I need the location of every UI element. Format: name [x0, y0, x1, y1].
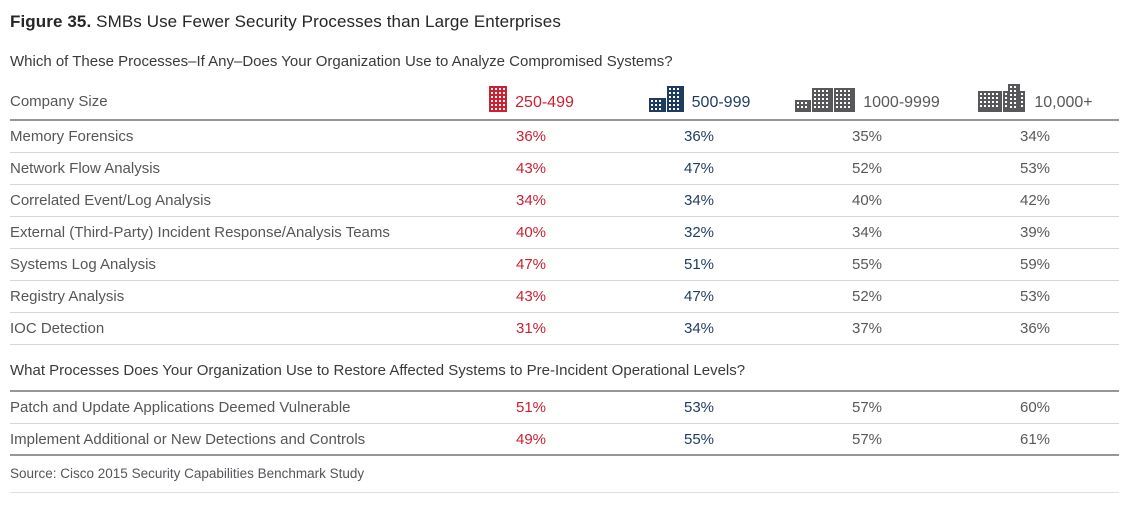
figure-page: Figure 35. SMBs Use Fewer Security Proce… — [10, 12, 1119, 493]
value-1000-9999: 37% — [851, 320, 883, 337]
value-10000-plus: 53% — [1019, 288, 1051, 305]
value-1000-9999: 34% — [851, 224, 883, 241]
value-10000-plus: 42% — [1019, 192, 1051, 209]
value-10000-plus: 61% — [1019, 430, 1051, 448]
process-label: IOC Detection — [10, 320, 105, 337]
process-label: Systems Log Analysis — [10, 256, 156, 273]
table-row: Patch and Update Applications Deemed Vul… — [10, 392, 1119, 424]
process-label: Implement Additional or New Detections a… — [10, 430, 366, 448]
column-header-1000-9999: 1000-9999 — [783, 85, 951, 113]
value-250-499: 47% — [515, 256, 547, 273]
question-analyze-systems: Which of These Processes–If Any–Does You… — [10, 53, 673, 70]
column-label-500-999: 500-999 — [691, 94, 751, 111]
figure-title: Figure 35. SMBs Use Fewer Security Proce… — [10, 12, 1119, 32]
figure-title-text: SMBs Use Fewer Security Processes than L… — [91, 12, 561, 31]
value-10000-plus: 39% — [1019, 224, 1051, 241]
value-250-499: 40% — [515, 224, 547, 241]
source-note: Source: Cisco 2015 Security Capabilities… — [10, 456, 1119, 493]
value-500-999: 36% — [683, 128, 715, 145]
value-500-999: 32% — [683, 224, 715, 241]
value-250-499: 36% — [515, 128, 547, 145]
value-250-499: 51% — [515, 399, 547, 416]
question-restore-systems: What Processes Does Your Organization Us… — [10, 362, 1119, 392]
value-250-499: 43% — [515, 288, 547, 305]
table-row: Implement Additional or New Detections a… — [10, 424, 1119, 456]
value-500-999: 47% — [683, 288, 715, 305]
column-label-10000-plus: 10,000+ — [1034, 94, 1093, 111]
buildings-two-icon — [648, 86, 684, 112]
value-500-999: 34% — [683, 192, 715, 209]
process-label: Correlated Event/Log Analysis — [10, 192, 211, 209]
value-1000-9999: 35% — [851, 128, 883, 145]
process-label: External (Third-Party) Incident Response… — [10, 224, 390, 241]
value-250-499: 43% — [515, 160, 547, 177]
process-label: Network Flow Analysis — [10, 160, 161, 177]
table-row: Memory Forensics 36% 36% 35% 34% — [10, 121, 1119, 153]
buildings-three-icon — [795, 88, 856, 112]
value-500-999: 34% — [683, 320, 715, 337]
value-250-499: 34% — [515, 192, 547, 209]
value-1000-9999: 52% — [851, 160, 883, 177]
process-label: Memory Forensics — [10, 128, 134, 145]
table-row: Systems Log Analysis 47% 51% 55% 59% — [10, 249, 1119, 281]
value-1000-9999: 57% — [851, 430, 883, 448]
value-10000-plus: 53% — [1019, 160, 1051, 177]
value-10000-plus: 59% — [1019, 256, 1051, 273]
table-row: External (Third-Party) Incident Response… — [10, 217, 1119, 249]
column-header-250-499: 250-499 — [447, 85, 615, 113]
building-single-icon — [489, 86, 508, 112]
analyze-processes-table: Memory Forensics 36% 36% 35% 34% Network… — [10, 121, 1119, 345]
value-500-999: 55% — [683, 430, 715, 448]
value-1000-9999: 40% — [851, 192, 883, 209]
value-10000-plus: 34% — [1019, 128, 1051, 145]
value-1000-9999: 57% — [851, 399, 883, 416]
value-10000-plus: 36% — [1019, 320, 1051, 337]
value-250-499: 49% — [515, 430, 547, 448]
table-row: Registry Analysis 43% 47% 52% 53% — [10, 281, 1119, 313]
table-row: Correlated Event/Log Analysis 34% 34% 40… — [10, 185, 1119, 217]
table-header-row: Company Size 250-499 500-999 1000-9999 1… — [10, 83, 1119, 121]
table-row: Network Flow Analysis 43% 47% 52% 53% — [10, 153, 1119, 185]
value-1000-9999: 55% — [851, 256, 883, 273]
buildings-cluster-icon — [978, 84, 1026, 112]
value-500-999: 51% — [683, 256, 715, 273]
table-row: IOC Detection 31% 34% 37% 36% — [10, 313, 1119, 345]
process-label: Registry Analysis — [10, 288, 125, 305]
column-label-250-499: 250-499 — [515, 94, 574, 111]
value-500-999: 53% — [683, 399, 715, 416]
figure-number: Figure 35. — [10, 12, 92, 31]
company-size-header: Company Size — [10, 93, 108, 110]
restore-processes-table: Patch and Update Applications Deemed Vul… — [10, 392, 1119, 456]
value-1000-9999: 52% — [851, 288, 883, 305]
column-header-10000-plus: 10,000+ — [951, 83, 1119, 113]
value-10000-plus: 60% — [1019, 399, 1051, 416]
column-header-500-999: 500-999 — [615, 85, 783, 113]
process-label: Patch and Update Applications Deemed Vul… — [10, 399, 351, 416]
value-250-499: 31% — [515, 320, 547, 337]
value-500-999: 47% — [683, 160, 715, 177]
column-label-1000-9999: 1000-9999 — [863, 94, 940, 111]
